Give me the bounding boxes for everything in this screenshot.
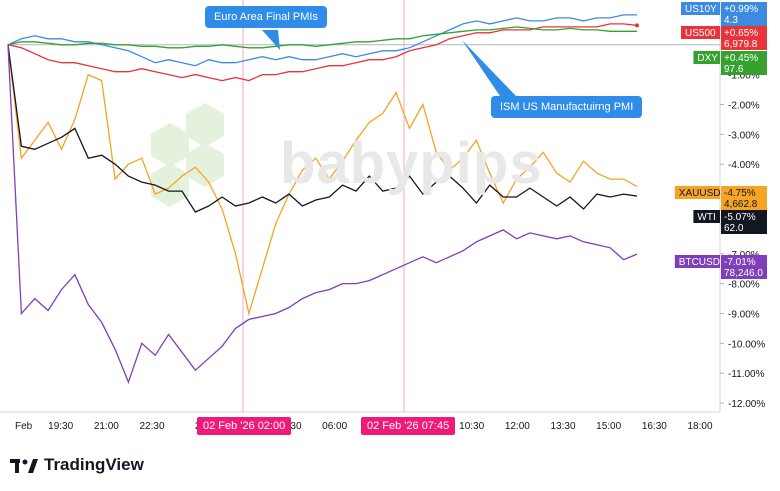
event-marker-label-1: 02 Feb '26 02:00	[197, 417, 292, 435]
series-last-value-text: 78,246.0	[724, 268, 763, 279]
series-change-text: -5.07%	[724, 212, 756, 223]
y-tick-label: -10.00%	[728, 339, 765, 350]
y-tick-label: -2.00%	[728, 100, 760, 111]
y-tick-label: -4.00%	[728, 160, 760, 171]
x-tick-label: 06:00	[322, 421, 347, 432]
series-last-value-text: 6,979.8	[724, 39, 758, 50]
series-last-value-text: 97.6	[724, 64, 744, 75]
series-value-box	[721, 210, 767, 234]
tradingview-logo[interactable]: TradingView	[10, 455, 144, 475]
watermark-hexagon-2	[185, 143, 225, 187]
watermark-hexagon-0	[150, 123, 190, 167]
y-tick-label: -12.00%	[728, 399, 765, 410]
series-last-value-text: 4,662.8	[724, 199, 758, 210]
y-tick-label: -11.00%	[728, 369, 765, 380]
x-tick-label: 12:00	[505, 421, 530, 432]
x-tick-label: 10:30	[459, 421, 484, 432]
watermark-hexagon-3	[150, 163, 190, 207]
euro-pmi-callout-pointer	[262, 30, 280, 50]
series-label-wti: WTI -5.07%62.0	[693, 210, 767, 234]
series-label-us500: US500 +0.65%6,979.8	[681, 26, 767, 50]
watermark-text: babypips	[280, 131, 543, 196]
series-name-box	[693, 51, 720, 64]
series-endpoint-us500	[635, 23, 639, 28]
series-name-text: US500	[685, 28, 716, 39]
series-change-text: -4.75%	[724, 188, 756, 199]
series-change-text: -7.01%	[724, 257, 756, 268]
series-name-text: US10Y	[685, 4, 717, 15]
series-line-wti	[7, 44, 638, 213]
series-line-dxy	[7, 26, 637, 49]
y-tick-label: -3.00%	[728, 130, 760, 141]
euro-pmi-callout[interactable]: Euro Area Final PMIs	[205, 6, 327, 28]
series-value-box	[721, 186, 767, 210]
series-change-text: +0.45%	[724, 53, 758, 64]
x-tick-label: 18:00	[687, 421, 712, 432]
series-change-text: +0.65%	[724, 28, 758, 39]
event-marker-label-2: 02 Feb '26 07:45	[361, 417, 456, 435]
series-last-value-text: 4.3	[724, 15, 738, 26]
series-value-box	[721, 26, 767, 50]
ism-pmi-callout-pointer	[462, 40, 516, 96]
brand-name: TradingView	[44, 455, 144, 474]
ism-pmi-callout[interactable]: ISM US Manufactuirng PMI	[491, 96, 643, 118]
y-tick-label: -9.00%	[728, 309, 760, 320]
series-value-box	[721, 2, 767, 26]
watermark-hexagon-1	[185, 103, 225, 147]
y-tick-label: -8.00%	[728, 280, 760, 291]
x-tick-label: 13:30	[550, 421, 575, 432]
series-line-btcusd	[7, 44, 638, 384]
series-name-box	[674, 186, 720, 199]
series-name-box	[681, 26, 720, 39]
series-name-box	[674, 255, 720, 268]
series-name-box	[693, 210, 720, 223]
series-name-text: DXY	[697, 53, 718, 64]
x-tick-label: 22:30	[139, 421, 164, 432]
y-tick-label: -1.00%	[728, 71, 760, 82]
series-line-us10y	[7, 14, 637, 67]
series-name-box	[681, 2, 720, 15]
x-tick-label: Feb	[15, 421, 33, 432]
x-tick-label: 19:30	[48, 421, 73, 432]
x-tick-label: 15:00	[596, 421, 621, 432]
series-name-text: XAUUSD	[679, 188, 721, 199]
series-name-text: WTI	[697, 212, 715, 223]
x-tick-label: 16:30	[642, 421, 667, 432]
series-label-btcusd: BTCUSD -7.01%78,246.0	[674, 255, 767, 279]
x-tick-label: 21:00	[94, 421, 119, 432]
series-label-xauusd: XAUUSD -4.75%4,662.8	[674, 186, 767, 210]
series-name-text: BTCUSD	[679, 257, 720, 268]
series-line-us500	[7, 23, 638, 82]
tradingview-logo-icon	[10, 459, 38, 473]
series-value-box	[721, 51, 767, 75]
series-label-us10y: US10Y +0.99%4.3	[681, 2, 767, 26]
series-value-box	[721, 255, 767, 279]
series-last-value-text: 62.0	[724, 223, 744, 234]
series-label-dxy: DXY +0.45%97.6	[693, 51, 767, 75]
series-change-text: +0.99%	[724, 4, 758, 15]
